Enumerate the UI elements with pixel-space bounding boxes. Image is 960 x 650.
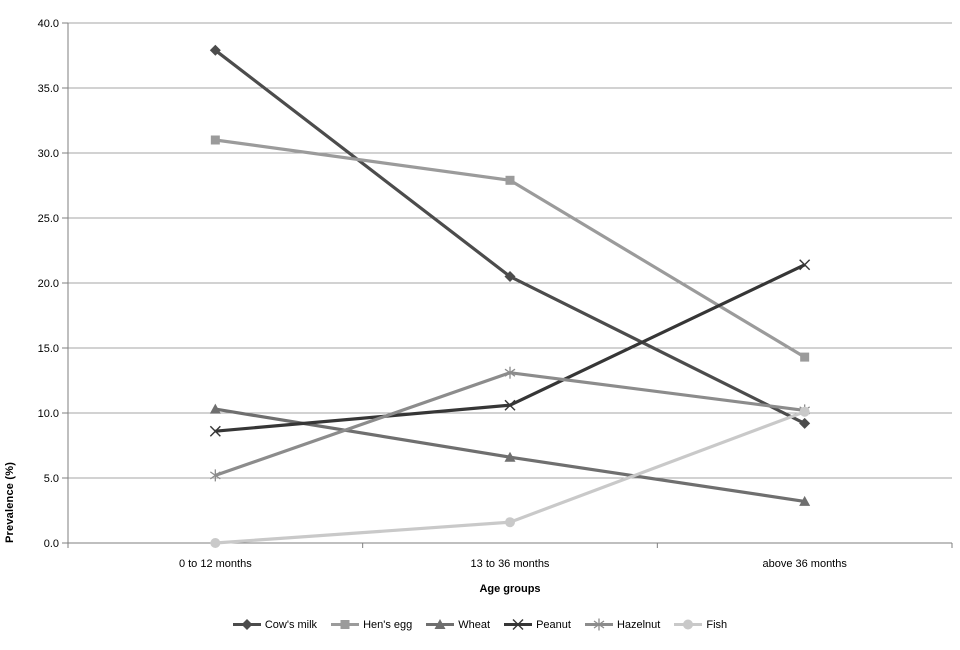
marker-circle — [505, 517, 515, 528]
legend-marker — [584, 618, 613, 631]
marker-circle — [683, 619, 694, 630]
legend-marker — [232, 619, 261, 630]
y-tick-label: 10.0 — [38, 408, 59, 420]
marker-diamond — [209, 44, 221, 56]
legend-label: Wheat — [458, 618, 491, 631]
legend-label: Fish — [706, 618, 728, 631]
series-fish — [210, 406, 810, 548]
y-tick-label: 20.0 — [38, 278, 59, 290]
marker-diamond — [241, 619, 253, 630]
legend-label: Cow's milk — [264, 618, 318, 631]
marker-square — [800, 352, 810, 362]
legend-item-hen-s-egg: Hen's egg — [331, 618, 412, 631]
plot-area: 0.0 5.0 10.0 15.0 20.0 25.0 30.0 35.0 40.0 0 to 1… — [38, 18, 953, 570]
series-hen-s-egg — [210, 135, 810, 362]
legend-marker — [426, 619, 455, 629]
series-cow-s-milk — [209, 44, 811, 429]
x-category-label: 0 to 12 months — [179, 558, 252, 570]
marker-diamond — [799, 417, 811, 429]
marker-x — [209, 425, 221, 437]
y-tick-label: 25.0 — [38, 213, 59, 225]
x-axis-title: Age groups — [479, 583, 541, 595]
legend-item-hazelnut: Hazelnut — [584, 618, 661, 631]
marker-square — [210, 135, 220, 145]
marker-diamond — [504, 271, 516, 282]
legend-label: Hen's egg — [363, 618, 413, 631]
marker-triangle — [504, 451, 516, 462]
y-tick-label: 0.0 — [44, 538, 59, 550]
marker-square — [340, 620, 350, 629]
legend-marker — [331, 620, 360, 629]
marker-triangle — [209, 403, 221, 414]
y-tick-label: 5.0 — [44, 473, 59, 485]
legend-marker — [504, 619, 533, 630]
legend-label: Peanut — [536, 618, 571, 631]
marker-asterisk — [504, 368, 516, 377]
marker-triangle — [799, 495, 811, 506]
y-axis-title: Prevalence (%) — [4, 461, 16, 543]
marker-asterisk — [209, 471, 221, 480]
y-tick-label: 35.0 — [38, 83, 59, 95]
marker-x — [504, 399, 516, 411]
marker-square — [505, 175, 515, 185]
marker-circle — [799, 406, 810, 417]
x-category-label: 13 to 36 months — [471, 558, 550, 570]
legend-item-fish: Fish — [674, 618, 727, 631]
legend: Cow's milk Hen's egg Wheat Peanut Hazelnut Fi… — [0, 618, 960, 631]
y-tick-label: 30.0 — [38, 148, 59, 160]
legend-label: Hazelnut — [616, 618, 661, 631]
legend-item-peanut: Peanut — [504, 618, 571, 631]
x-category-label: above 36 months — [762, 558, 847, 570]
y-tick-label: 15.0 — [38, 343, 59, 355]
legend-item-wheat: Wheat — [426, 618, 490, 631]
series-line — [215, 138, 806, 359]
legend-marker — [674, 619, 703, 630]
y-tick-label: 40.0 — [38, 18, 59, 30]
marker-triangle — [434, 619, 446, 629]
marker-asterisk — [593, 620, 605, 629]
marker-x — [799, 259, 811, 271]
marker-circle — [210, 538, 221, 548]
series-wheat — [209, 403, 811, 506]
legend-item-cow-s-milk: Cow's milk — [232, 618, 318, 631]
series-peanut — [209, 259, 811, 437]
marker-x — [512, 619, 524, 630]
